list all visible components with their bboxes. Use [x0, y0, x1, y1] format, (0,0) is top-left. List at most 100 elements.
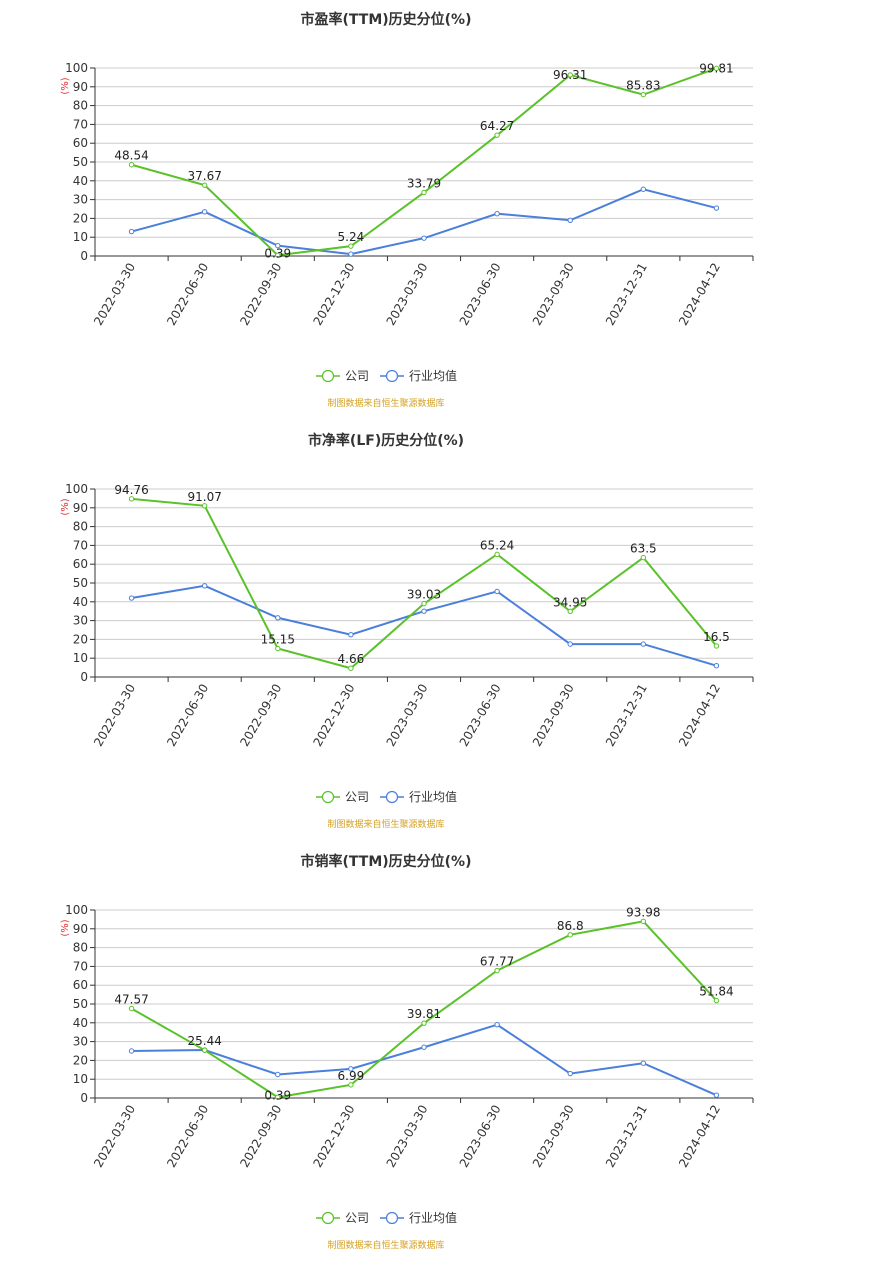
- data-point-company[interactable]: [275, 1094, 281, 1100]
- data-point-industry[interactable]: [567, 217, 573, 223]
- data-label-company: 91.07: [187, 490, 221, 504]
- data-point-industry[interactable]: [128, 228, 135, 235]
- legend-item-company[interactable]: 公司: [316, 369, 369, 383]
- data-label-company: 39.81: [407, 1007, 441, 1021]
- data-label-company: 64.27: [480, 119, 514, 133]
- data-point-industry[interactable]: [201, 209, 208, 215]
- data-point-company[interactable]: [713, 65, 720, 72]
- y-tick-label: 50: [73, 576, 88, 590]
- y-tick-label: 50: [73, 997, 88, 1011]
- data-point-company[interactable]: [494, 967, 500, 974]
- x-tick-label: 2023-03-30: [384, 1103, 431, 1170]
- data-label-company: 94.76: [114, 483, 148, 497]
- data-point-industry[interactable]: [128, 595, 135, 601]
- x-tick-label: 2022-03-30: [91, 682, 138, 749]
- x-tick-label: 2024-04-12: [676, 261, 723, 328]
- data-point-company[interactable]: [494, 551, 500, 558]
- chart-panel: 市盈率(TTM)历史分位(%) (%) 0 10 20 30 40 50 60 70 80 90 100…: [0, 0, 869, 421]
- legend-item-company[interactable]: 公司: [316, 790, 369, 804]
- y-tick-label: 90: [73, 80, 88, 94]
- data-point-industry[interactable]: [421, 235, 427, 241]
- data-point-industry[interactable]: [421, 1044, 427, 1050]
- data-point-company[interactable]: [128, 496, 135, 502]
- data-point-company[interactable]: [567, 932, 573, 938]
- data-label-company: 96.31: [553, 68, 587, 82]
- data-point-industry[interactable]: [201, 583, 208, 589]
- data-point-industry[interactable]: [640, 641, 647, 647]
- x-tick-label: 2022-12-30: [310, 682, 357, 749]
- legend[interactable]: 公司 行业均值: [316, 1210, 457, 1225]
- data-point-company[interactable]: [201, 503, 208, 509]
- data-point-company[interactable]: [128, 1005, 135, 1012]
- y-tick-label: 80: [73, 520, 88, 534]
- source-note: 制图数据来自恒生聚源数据库: [327, 397, 444, 409]
- data-point-company[interactable]: [713, 643, 720, 649]
- x-tick-label: 2023-09-30: [530, 1103, 577, 1170]
- legend-item-industry[interactable]: 行业均值: [380, 1210, 457, 1225]
- y-tick-label: 10: [73, 651, 88, 665]
- data-point-industry[interactable]: [275, 1071, 281, 1078]
- source-note: 制图数据来自恒生聚源数据库: [327, 818, 444, 830]
- data-label-company: 85.83: [626, 79, 660, 93]
- data-point-industry[interactable]: [713, 1092, 720, 1098]
- data-point-company[interactable]: [421, 1020, 427, 1026]
- y-axis-unit: (%): [60, 77, 71, 94]
- data-label-company: 6.99: [338, 1069, 365, 1083]
- data-point-company[interactable]: [567, 72, 573, 78]
- y-tick-label: 90: [73, 501, 88, 515]
- data-point-company[interactable]: [128, 162, 135, 168]
- data-point-industry[interactable]: [348, 632, 354, 638]
- data-point-company[interactable]: [275, 645, 281, 652]
- data-label-company: 63.5: [630, 542, 657, 556]
- data-point-company[interactable]: [275, 252, 281, 258]
- legend[interactable]: 公司 行业均值: [316, 368, 457, 383]
- y-tick-label: 20: [73, 1053, 88, 1067]
- data-point-company[interactable]: [421, 600, 427, 607]
- data-point-industry[interactable]: [421, 608, 427, 614]
- data-label-company: 48.54: [114, 149, 148, 163]
- data-label-company: 51.84: [699, 985, 733, 999]
- data-point-company[interactable]: [201, 182, 208, 188]
- y-tick-label: 70: [73, 959, 88, 973]
- data-point-company[interactable]: [348, 243, 354, 249]
- x-tick-label: 2022-09-30: [237, 1103, 284, 1170]
- data-point-company[interactable]: [640, 91, 647, 98]
- data-point-industry[interactable]: [494, 588, 500, 595]
- data-point-industry[interactable]: [567, 641, 573, 647]
- y-tick-label: 90: [73, 922, 88, 936]
- data-point-industry[interactable]: [640, 1060, 647, 1066]
- data-point-industry[interactable]: [494, 1021, 500, 1028]
- data-point-company[interactable]: [713, 997, 720, 1004]
- legend-item-industry[interactable]: 行业均值: [380, 368, 457, 383]
- data-point-company[interactable]: [640, 918, 647, 925]
- data-point-company[interactable]: [348, 665, 354, 671]
- data-label-company: 99.81: [699, 61, 733, 75]
- data-point-industry[interactable]: [128, 1048, 135, 1054]
- legend-circle-icon: [321, 790, 335, 804]
- legend-label: 公司: [345, 1211, 369, 1225]
- data-point-industry[interactable]: [275, 615, 281, 621]
- data-point-industry[interactable]: [640, 186, 647, 192]
- data-point-industry[interactable]: [494, 211, 500, 217]
- data-point-company[interactable]: [567, 608, 573, 614]
- data-point-industry[interactable]: [275, 242, 281, 249]
- data-point-industry[interactable]: [348, 1066, 354, 1072]
- y-tick-label: 100: [65, 482, 88, 496]
- legend-item-company[interactable]: 公司: [316, 1211, 369, 1225]
- data-point-company[interactable]: [494, 132, 500, 138]
- data-point-industry[interactable]: [567, 1070, 573, 1077]
- data-point-industry[interactable]: [713, 663, 720, 669]
- legend[interactable]: 公司 行业均值: [316, 789, 457, 804]
- data-point-company[interactable]: [348, 1082, 354, 1088]
- data-label-company: 37.67: [187, 169, 221, 183]
- x-tick-label: 2022-09-30: [237, 261, 284, 328]
- data-point-company[interactable]: [421, 189, 427, 196]
- data-point-company[interactable]: [201, 1047, 208, 1053]
- data-label-company: 5.24: [338, 230, 365, 244]
- data-label-company: 34.95: [553, 595, 587, 609]
- data-point-industry[interactable]: [713, 205, 720, 211]
- data-label-company: 93.98: [626, 905, 660, 919]
- data-point-industry[interactable]: [348, 251, 354, 257]
- legend-item-industry[interactable]: 行业均值: [380, 789, 457, 804]
- data-point-company[interactable]: [640, 554, 647, 561]
